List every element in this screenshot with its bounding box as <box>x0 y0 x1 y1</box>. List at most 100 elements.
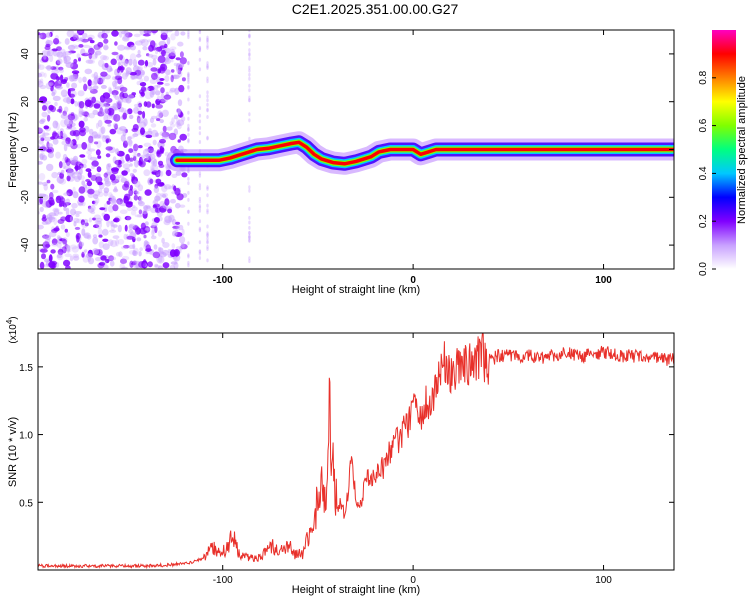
spectrogram-noise-dot <box>135 191 140 195</box>
spectrogram-noise-dot <box>128 139 133 147</box>
spectrogram-noise-dot <box>143 75 150 82</box>
spectrogram-noise-dot <box>73 58 78 64</box>
spectrogram-streak-dot <box>187 77 190 82</box>
spectrogram-noise-dot <box>154 195 161 202</box>
spectrogram-noise-dot <box>38 62 41 69</box>
spectrogram-noise-dot <box>71 246 79 253</box>
spectrogram-noise-dot <box>181 228 185 236</box>
spectrogram-noise-dot <box>94 141 99 145</box>
spectrogram-noise-dot <box>121 72 128 80</box>
spectrogram-noise-dot <box>71 44 78 48</box>
spectrogram-noise-dot <box>133 159 139 168</box>
spectrogram-noise-dot <box>50 183 55 190</box>
spectrogram-noise-dot <box>128 58 133 66</box>
spectrogram-noise-dot <box>76 53 81 59</box>
spectrogram-noise-dot <box>133 103 139 108</box>
spectrogram-noise-dot <box>63 206 67 212</box>
spectrogram-streak-dot <box>198 57 202 62</box>
spectrogram-noise-dot <box>130 44 136 51</box>
spectrogram-streak-dot <box>187 127 190 132</box>
spectrogram-noise-dot <box>111 168 119 175</box>
spectrogram-noise-dot <box>85 168 92 173</box>
spectrogram-streak-dot <box>187 32 190 37</box>
spectrogram-streak-dot <box>198 240 202 245</box>
spectrogram-noise-dot <box>125 67 132 75</box>
spectrogram-noise-dot <box>156 95 161 102</box>
spectrogram-noise-dot <box>78 120 85 128</box>
spectrogram-noise-layer <box>38 30 251 269</box>
spectrogram-noise-dot <box>129 53 137 61</box>
spectrogram-noise-dot <box>64 165 71 171</box>
spectrogram-noise-dot <box>114 159 123 166</box>
spectrogram-noise-dot <box>66 189 73 197</box>
spectrogram-noise-dot <box>172 227 180 231</box>
spectrogram-noise-dot <box>65 62 74 68</box>
spectrogram-streak-dot <box>206 115 209 119</box>
spectrogram-noise-dot <box>157 68 162 74</box>
spectrogram-noise-dot <box>51 228 58 234</box>
spectrogram-noise-dot <box>41 155 48 161</box>
spectrogram-noise-dot <box>124 215 132 221</box>
spectrogram-noise-dot <box>154 263 159 268</box>
spectrogram-noise-dot <box>38 35 42 39</box>
spectrogram-noise-dot <box>70 90 77 98</box>
spectrogram-noise-dot <box>64 228 69 233</box>
spectrogram-noise-dot <box>55 60 61 66</box>
spectrogram-noise-dot <box>56 235 61 240</box>
spectrogram-noise-dot <box>58 66 64 71</box>
spectrogram-noise-dot <box>142 111 146 119</box>
spectrogram-noise-dot <box>107 107 115 116</box>
spectrogram-noise-dot <box>63 259 71 267</box>
spectrogram-streak-dot <box>198 126 202 130</box>
spectrogram-noise-dot <box>136 53 142 58</box>
spectrogram-noise-dot <box>153 158 158 167</box>
spectrogram-noise-dot <box>132 153 141 158</box>
spectrogram-streak-dot <box>198 94 202 99</box>
spectrogram-noise-dot <box>145 134 153 139</box>
spectrogram-streak-dot <box>187 263 190 268</box>
spectrogram-noise-dot <box>81 180 86 186</box>
spectrogram-noise-dot <box>177 139 181 143</box>
spectrogram-noise-dot <box>45 214 52 219</box>
spectrogram-y-tick-label: 40 <box>20 48 31 60</box>
spectrogram-streak-dot <box>206 193 209 198</box>
spectrogram-noise-dot <box>93 194 99 200</box>
spectrogram-x-axis-label: Height of straight line (km) <box>292 284 420 296</box>
spectrogram-noise-dot <box>38 193 42 198</box>
spectrogram-noise-dot <box>43 136 52 142</box>
spectrogram-noise-dot <box>142 209 148 215</box>
colorbar: 0.0 0.2 0.4 0.6 0.8 Normalized spectral ampl… <box>698 30 748 276</box>
spectrogram-noise-dot <box>113 114 121 122</box>
spectrogram-noise-dot <box>106 163 110 171</box>
spectrogram-noise-dot <box>145 241 150 246</box>
spectrogram-noise-dot <box>87 79 92 87</box>
spectrogram-noise-dot <box>63 118 72 126</box>
spectrogram-noise-dot <box>102 92 111 99</box>
spectrogram-noise-dot <box>132 168 137 173</box>
spectrogram-noise-dot <box>49 54 54 63</box>
spectrogram-noise-dot <box>130 231 138 236</box>
spectrogram-noise-dot <box>143 244 147 250</box>
spectrogram-noise-dot <box>95 197 100 204</box>
spectrogram-noise-dot <box>158 40 167 47</box>
spectrogram-streak-dot <box>198 256 202 260</box>
spectrogram-noise-dot <box>45 32 52 38</box>
spectrogram-noise-dot <box>102 45 109 50</box>
spectrogram-noise-dot <box>48 197 54 205</box>
spectrogram-noise-dot <box>98 100 107 108</box>
spectrogram-streak-dot <box>187 126 190 131</box>
colorbar-tick-label: 0.2 <box>698 214 709 228</box>
spectrogram-noise-dot <box>46 114 51 122</box>
spectrogram-noise-dot <box>156 149 161 157</box>
spectrogram-noise-dot <box>143 33 151 37</box>
spectrogram-noise-dot <box>178 84 185 93</box>
spectrogram-streak-dot <box>198 45 202 50</box>
spectrogram-noise-dot <box>113 103 119 111</box>
spectrogram-noise-dot <box>91 165 95 170</box>
colorbar-ticks: 0.0 0.2 0.4 0.6 0.8 <box>698 70 716 276</box>
spectrogram-y-axis-label: Frequency (Hz) <box>7 112 19 188</box>
spectrogram-noise-dot <box>73 155 78 162</box>
spectrogram-noise-dot <box>163 219 171 226</box>
spectrogram-noise-dot <box>125 32 133 38</box>
spectrogram-noise-dot <box>101 32 108 39</box>
